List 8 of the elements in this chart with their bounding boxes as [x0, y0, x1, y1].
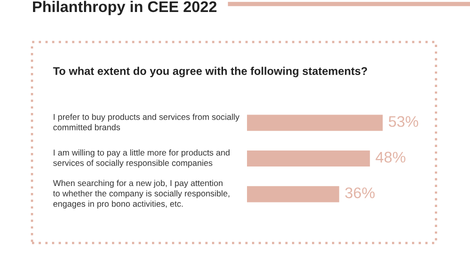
chart-subtitle: To what extent do you agree with the following statements? [53, 66, 367, 78]
data-label: 53% [388, 116, 418, 127]
text: Philanthropy in CEE 2022 [33, 0, 216, 16]
y-tick-label: I prefer to buy products and services from socially committed brands [53, 114, 240, 130]
data-label: 48% [376, 152, 406, 163]
data-label: 36% [345, 187, 375, 198]
y-tick-label: When searching for a new job, I pay attention to whether the company is socially responsible, engages in pro bono activities, etc. [53, 180, 230, 208]
y-tick-label: I am willing to pay a little more for products and services of socially responsible companies [53, 149, 230, 168]
